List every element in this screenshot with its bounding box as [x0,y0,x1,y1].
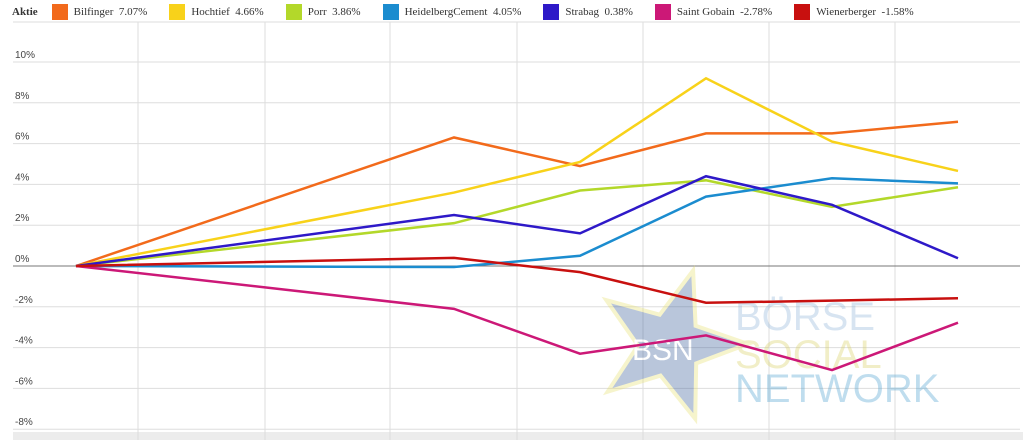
x-axis-bar [13,432,1023,440]
legend-item-wienerberger[interactable]: Wienerberger -1.58% [794,4,914,20]
series-line-saint-gobain[interactable] [75,264,959,372]
legend-item-heidelbergcement[interactable]: HeidelbergCement 4.05% [382,4,522,20]
y-tick-label: 8% [15,91,30,102]
legend-item-porr[interactable]: Porr 3.86% [285,4,361,20]
legend-label: Hochtief 4.66% [191,6,264,18]
legend-item-saint-gobain[interactable]: Saint Gobain -2.78% [654,4,773,20]
legend-label: Wienerberger -1.58% [816,6,914,18]
legend: Aktie Bilfinger 7.07% Hochtief 4.66% Porr … [12,4,936,20]
legend-title: Aktie [12,6,38,18]
legend-swatch [285,4,302,20]
series-line-strabag[interactable] [75,174,959,268]
y-tick-label: 4% [15,172,30,183]
legend-item-hochtief[interactable]: Hochtief 4.66% [169,4,264,20]
legend-label: HeidelbergCement 4.05% [404,6,522,18]
legend-label: Strabag 0.38% [565,6,633,18]
series-line-heidelbergcement[interactable] [75,177,959,269]
series-line-bilfinger[interactable] [75,120,959,268]
y-tick-label: -2% [15,295,33,306]
y-tick-label: -6% [15,376,33,387]
legend-swatch [654,4,671,20]
legend-label: Porr 3.86% [307,6,361,18]
legend-swatch [51,4,68,20]
star-logo-icon [601,264,754,425]
series-line-hochtief[interactable] [75,76,959,268]
watermark-text: SOCIAL [735,333,882,377]
series-line-wienerberger[interactable] [75,256,959,304]
legend-label: Bilfinger 7.07% [73,6,148,18]
legend-swatch [794,4,811,20]
legend-item-strabag[interactable]: Strabag 0.38% [543,4,633,20]
y-tick-label: 10% [15,50,35,61]
legend-swatch [169,4,186,20]
y-tick-label: -4% [15,336,33,347]
y-tick-label: 0% [15,254,30,265]
legend-label: Saint Gobain -2.78% [676,6,773,18]
legend-swatch [382,4,399,20]
watermark-text: NETWORK [735,367,940,411]
legend-item-bilfinger[interactable]: Bilfinger 7.07% [51,4,148,20]
y-tick-label: -8% [15,417,33,428]
y-tick-label: 6% [15,132,30,143]
series-line-porr[interactable] [75,179,959,268]
legend-swatch [543,4,560,20]
y-tick-label: 2% [15,213,30,224]
